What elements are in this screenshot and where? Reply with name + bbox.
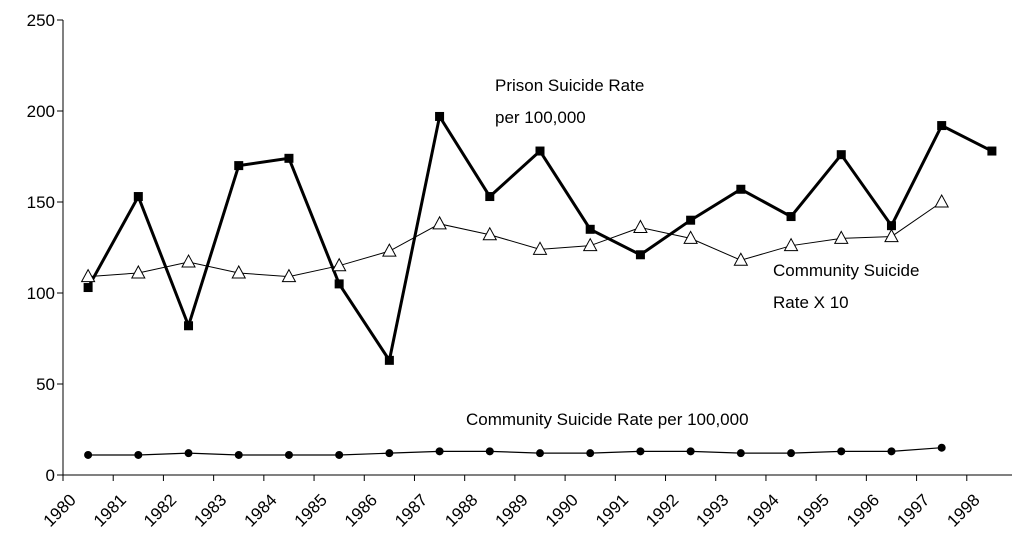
- data-point-triangle: [633, 219, 648, 233]
- data-point-triangle: [783, 237, 799, 252]
- x-tick-label: 1992: [642, 490, 682, 530]
- data-point-triangle: [884, 228, 899, 243]
- data-point-circle: [385, 449, 394, 458]
- series-1: [80, 193, 950, 283]
- data-point-circle: [887, 447, 896, 456]
- x-tick-label: 1994: [743, 490, 783, 530]
- x-tick-label: 1984: [240, 490, 280, 530]
- x-tick-label: 1990: [542, 490, 582, 530]
- data-point-square: [435, 111, 445, 121]
- x-tick-label: 1998: [943, 490, 983, 530]
- y-axis-ticks: 0 50 100 150 200 250: [27, 11, 63, 485]
- x-tick-label: 1981: [90, 490, 130, 530]
- y-tick-label: 200: [27, 102, 55, 121]
- chart-axes: [62, 20, 1012, 476]
- data-point-square: [736, 184, 746, 194]
- data-point-square: [384, 355, 394, 365]
- data-point-square: [786, 212, 796, 222]
- x-tick-label: 1997: [893, 490, 933, 530]
- data-point-square: [184, 321, 194, 331]
- data-point-circle: [184, 449, 193, 458]
- y-tick-label: 250: [27, 11, 55, 30]
- series-2: [84, 443, 946, 459]
- data-point-square: [284, 153, 294, 163]
- prison-series-annotation-line2: per 100,000: [495, 108, 586, 127]
- series-0: [83, 111, 997, 365]
- data-point-square: [686, 215, 696, 225]
- data-point-square: [133, 192, 143, 202]
- y-tick-label: 50: [36, 375, 55, 394]
- y-tick-label: 100: [27, 284, 55, 303]
- x-axis-ticks: 1980 1981 1982 1983 1984 1985 1986 1987 1988 1989…: [40, 475, 984, 531]
- x-tick-label: 1982: [140, 490, 180, 530]
- community-x10-annotation-line2: Rate X 10: [773, 293, 849, 312]
- data-point-square: [535, 146, 545, 156]
- data-point-circle: [686, 447, 695, 456]
- x-tick-label: 1988: [441, 490, 481, 530]
- community-x10-annotation-line1: Community Suicide: [773, 261, 919, 280]
- data-point-triangle: [432, 215, 447, 230]
- data-point-triangle: [733, 252, 749, 266]
- x-tick-label: 1993: [692, 490, 732, 530]
- data-point-triangle: [181, 254, 196, 268]
- data-point-circle: [84, 450, 93, 459]
- x-tick-label: 1985: [291, 490, 331, 530]
- data-point-triangle: [331, 257, 347, 272]
- x-tick-label: 1989: [492, 490, 532, 530]
- data-point-triangle: [281, 268, 297, 283]
- data-point-square: [836, 150, 846, 160]
- x-tick-label: 1996: [843, 490, 883, 530]
- data-point-triangle: [582, 237, 598, 252]
- data-point-circle: [736, 449, 745, 458]
- data-point-circle: [837, 447, 846, 456]
- series-layer: [80, 111, 997, 459]
- y-tick-label: 0: [46, 466, 55, 485]
- x-tick-label: 1991: [592, 490, 632, 530]
- data-point-circle: [586, 449, 595, 458]
- x-tick-label: 1995: [793, 490, 833, 530]
- data-point-triangle: [482, 226, 498, 241]
- data-point-square: [485, 192, 495, 202]
- data-point-circle: [234, 450, 243, 459]
- data-point-circle: [536, 449, 544, 458]
- series-line: [88, 201, 942, 278]
- data-point-square: [635, 250, 645, 260]
- series-line: [88, 447, 942, 456]
- data-point-square: [937, 121, 947, 131]
- data-point-triangle: [833, 230, 849, 244]
- data-point-triangle: [934, 193, 950, 208]
- x-tick-label: 1983: [190, 490, 230, 530]
- y-tick-label: 150: [27, 193, 55, 212]
- data-point-circle: [335, 450, 344, 459]
- data-point-circle: [485, 447, 494, 456]
- data-point-triangle: [382, 243, 397, 257]
- data-point-circle: [636, 447, 645, 456]
- x-tick-label: 1980: [40, 490, 80, 530]
- data-point-circle: [435, 447, 444, 456]
- data-point-triangle: [80, 268, 96, 283]
- prison-series-annotation-line1: Prison Suicide Rate: [495, 76, 644, 95]
- data-point-square: [886, 221, 896, 231]
- data-point-square: [83, 283, 93, 293]
- data-point-square: [334, 279, 344, 289]
- x-tick-label: 1987: [391, 490, 431, 530]
- data-point-triangle: [231, 264, 247, 279]
- data-point-square: [234, 161, 244, 171]
- data-point-circle: [937, 443, 946, 452]
- data-point-triangle: [130, 264, 146, 279]
- data-point-triangle: [683, 230, 698, 244]
- data-point-circle: [787, 449, 796, 458]
- data-point-square: [987, 146, 997, 156]
- community-rate-annotation: Community Suicide Rate per 100,000: [466, 410, 749, 429]
- data-point-circle: [134, 450, 143, 459]
- data-point-circle: [284, 450, 293, 459]
- x-tick-label: 1986: [341, 490, 381, 530]
- data-point-square: [585, 224, 595, 234]
- data-point-triangle: [532, 241, 548, 255]
